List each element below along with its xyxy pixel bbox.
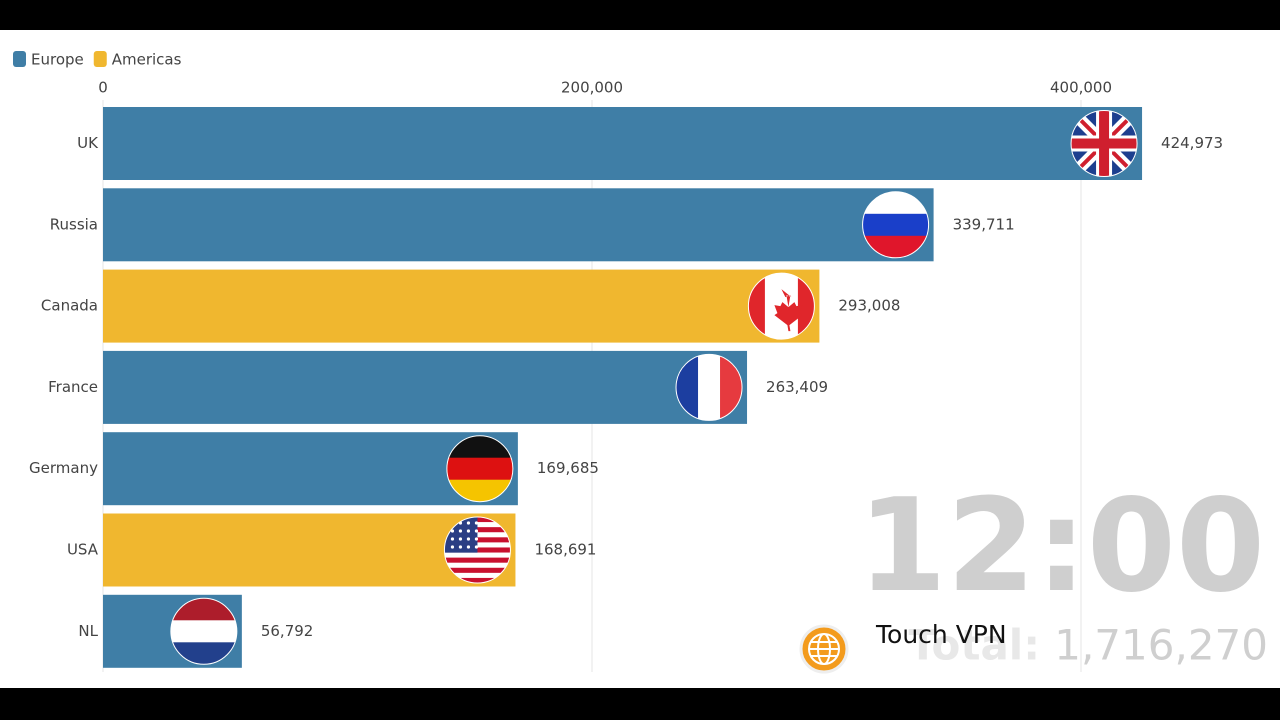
flag-icon (862, 191, 929, 258)
flag-part (474, 537, 479, 541)
flag-part (170, 620, 237, 643)
flag-part (698, 354, 721, 421)
flag-icon (1071, 110, 1138, 177)
date-label: 12:00 (858, 472, 1265, 621)
flag-part (170, 642, 237, 665)
flag-part (458, 537, 463, 541)
y-tick-label: France (48, 378, 98, 396)
x-tick-label: 200,000 (561, 79, 623, 97)
flag-part (862, 191, 929, 215)
flag-part (444, 552, 511, 559)
value-label: 169,685 (537, 459, 599, 477)
flag-icon (676, 354, 743, 421)
flag-part (444, 577, 511, 583)
flag-part (458, 545, 463, 549)
value-label: 293,008 (838, 297, 900, 315)
flag-border (862, 191, 930, 259)
flag-border (170, 597, 238, 665)
total-title: Total: (908, 621, 1040, 670)
x-tick-label: 0 (98, 79, 108, 97)
flag-part (450, 529, 455, 533)
flag-part (446, 435, 513, 459)
flag-part (466, 529, 471, 533)
legend-label: Europe (31, 51, 84, 69)
flag-part (466, 537, 471, 541)
y-tick-label: Germany (29, 459, 98, 477)
flag-border (675, 353, 743, 421)
flag-part (1071, 138, 1138, 149)
flag-border (747, 272, 815, 340)
legend-swatch (13, 51, 26, 67)
flag-border (446, 435, 514, 503)
legend-label: Americas (112, 51, 182, 69)
flag-part (466, 521, 471, 525)
flag-part (450, 545, 455, 549)
flag-part (444, 562, 511, 569)
flag-icon (446, 435, 513, 502)
flag-border (1070, 110, 1138, 177)
bar (103, 350, 748, 424)
total-value: 1,716,270 (1054, 621, 1268, 670)
flag-part (446, 457, 513, 481)
flag-border (443, 516, 511, 584)
bar (103, 107, 1143, 180)
watermark-icon (799, 624, 849, 674)
legend-swatch (93, 51, 107, 67)
y-tick-label: Canada (41, 297, 98, 315)
flag-part (474, 529, 479, 533)
value-label: 339,711 (953, 215, 1015, 233)
watermark: Touch VPN (875, 620, 1007, 649)
bar (103, 188, 934, 262)
flag-part (450, 537, 455, 541)
flag-part (676, 354, 699, 421)
flag-part (862, 235, 929, 258)
value-label: 263,409 (766, 378, 828, 396)
bar (103, 269, 820, 343)
flag-part (444, 572, 511, 579)
y-tick-label: NL (78, 622, 98, 640)
flag-part (774, 289, 803, 332)
flag-part (458, 529, 463, 533)
flag-part (446, 479, 513, 502)
flag-part (862, 213, 929, 237)
flag-part (466, 545, 471, 549)
value-label: 56,792 (261, 622, 314, 640)
flag-part (170, 598, 237, 621)
flag-icon (170, 598, 237, 665)
x-tick-label: 400,000 (1050, 79, 1112, 97)
flag-part (720, 354, 743, 421)
value-label: 168,691 (534, 541, 596, 559)
flag-icon (444, 517, 511, 583)
y-tick-label: Russia (50, 215, 98, 233)
value-label: 424,973 (1161, 134, 1223, 152)
flag-part (474, 521, 479, 525)
flag-part (474, 545, 479, 549)
flag-part (444, 567, 511, 574)
flag-part (444, 557, 511, 564)
y-tick-label: USA (67, 541, 99, 559)
y-tick-label: UK (77, 134, 99, 152)
flag-icon (748, 273, 815, 340)
